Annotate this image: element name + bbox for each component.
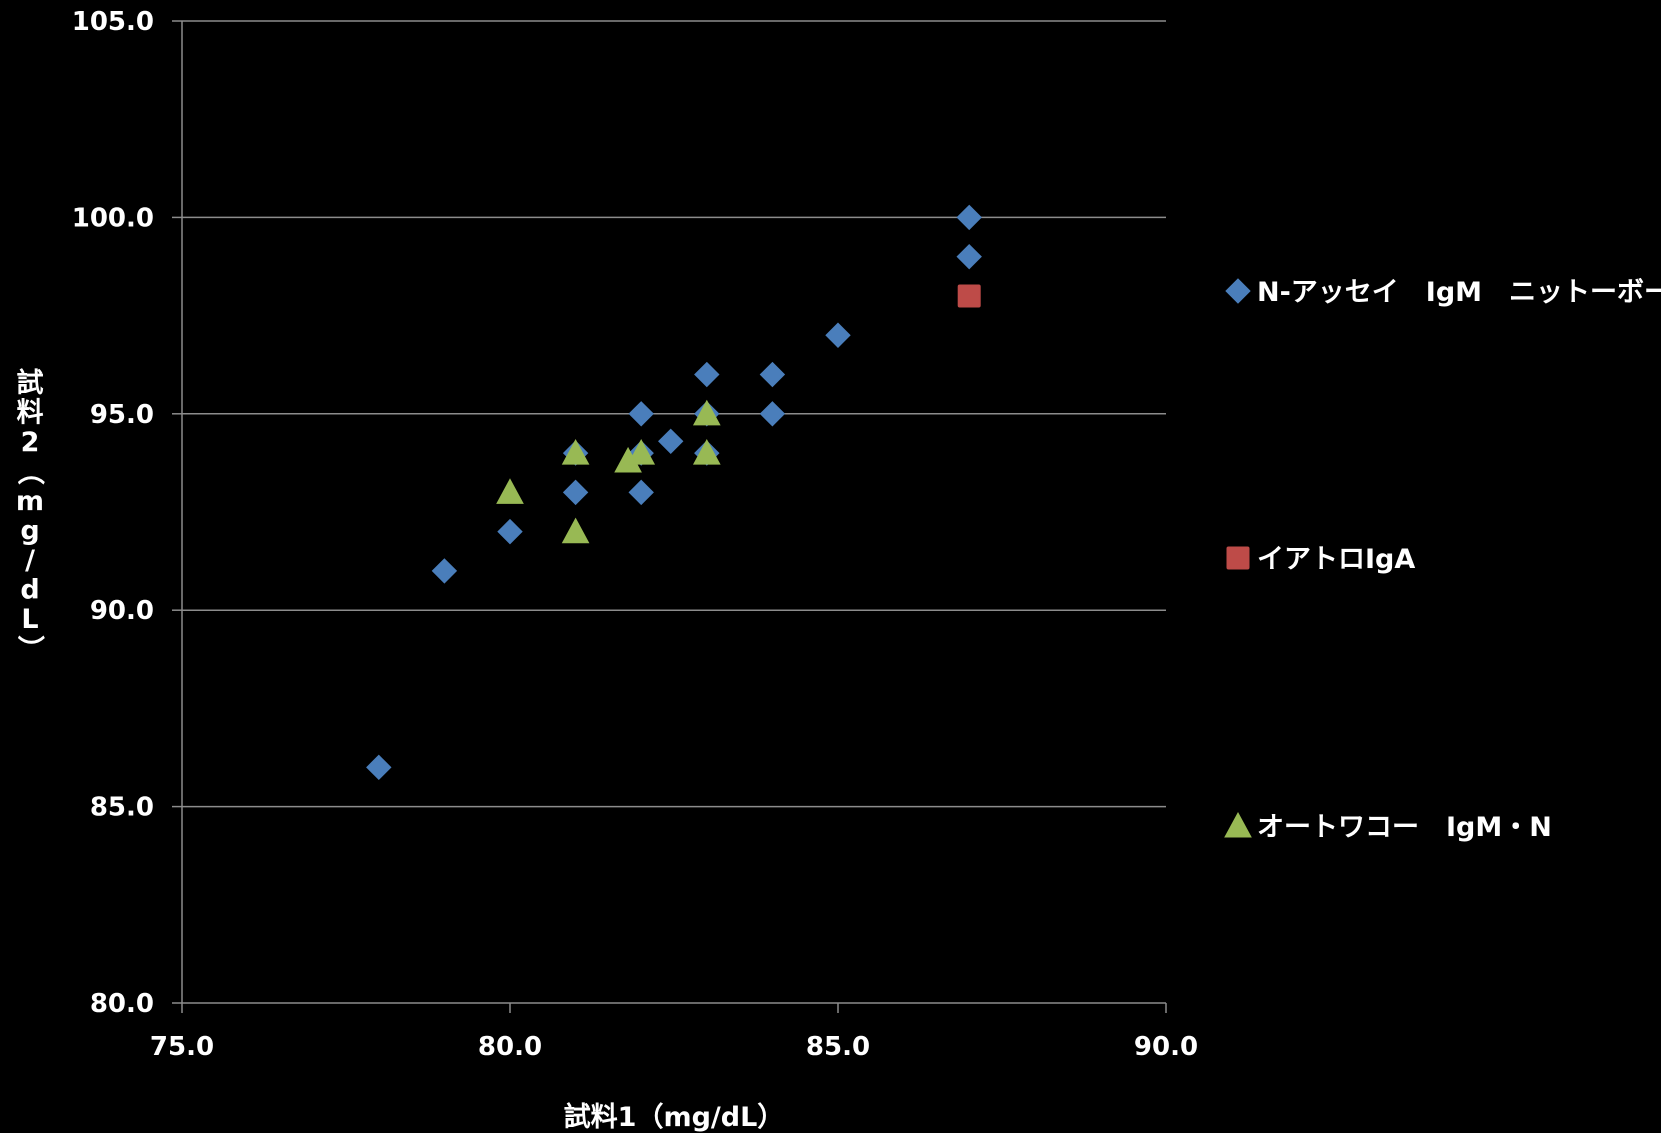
legend-item: イアトロIgA xyxy=(1226,544,1415,575)
y-axis-title-char: L xyxy=(21,604,38,635)
legend-label: N-アッセイ IgM ニットーボー xyxy=(1257,277,1661,308)
data-point-diamond xyxy=(694,361,720,388)
legend-marker-triangle xyxy=(1224,811,1252,838)
y-tick-label: 95.0 xyxy=(90,400,154,430)
data-point-diamond xyxy=(956,204,982,231)
x-axis-title: 試料1（mg/dL） xyxy=(564,1101,785,1133)
legend-marker-diamond xyxy=(1225,278,1251,304)
data-point-diamond xyxy=(497,518,523,545)
data-point-diamond xyxy=(658,428,684,455)
data-point-triangle xyxy=(627,439,656,465)
y-axis-title-char: ） xyxy=(14,635,45,662)
x-tick-label: 75.0 xyxy=(150,1032,214,1062)
data-point-triangle xyxy=(692,439,721,465)
x-axis-tick-labels: 75.0 80.0 85.0 90.0 xyxy=(150,1032,1198,1062)
data-point-diamond xyxy=(431,558,458,584)
x-tick-label: 85.0 xyxy=(806,1032,870,1062)
data-point-diamond xyxy=(825,322,851,348)
x-tick-label: 90.0 xyxy=(1134,1032,1198,1062)
data-point-triangle xyxy=(692,399,721,426)
y-axis-title-char: m xyxy=(16,486,44,517)
legend-item: オートワコー IgM・N xyxy=(1224,811,1552,843)
y-axis-title-char: / xyxy=(25,545,35,576)
data-point-diamond xyxy=(628,401,654,427)
data-point-triangle xyxy=(561,517,590,544)
y-tick-label: 80.0 xyxy=(90,989,154,1019)
y-tick-label: 100.0 xyxy=(72,203,154,233)
data-point-diamond xyxy=(628,479,654,506)
data-point-square xyxy=(957,284,981,308)
y-axis-title-char: （ xyxy=(14,458,45,485)
axes xyxy=(172,20,1167,1013)
y-axis-title-char: g xyxy=(20,516,39,547)
y-axis-title-char: 2 xyxy=(21,427,40,458)
data-point-diamond xyxy=(759,361,786,388)
gridlines xyxy=(182,20,1166,808)
legend-label: オートワコー IgM・N xyxy=(1257,812,1552,843)
data-point-diamond xyxy=(759,401,786,427)
data-point-triangle xyxy=(561,439,590,465)
y-tick-label: 105.0 xyxy=(72,7,154,37)
data-points xyxy=(366,204,982,781)
x-tick-label: 80.0 xyxy=(478,1032,542,1062)
y-axis-title: 試料2（mg/dL） xyxy=(14,367,45,662)
data-point-diamond xyxy=(562,479,589,506)
data-point-diamond xyxy=(366,754,392,781)
y-axis-title-char: 料 xyxy=(17,398,44,429)
y-axis-title-char: 試 xyxy=(17,367,44,399)
legend-marker-square xyxy=(1226,546,1250,570)
data-point-diamond xyxy=(956,243,982,270)
legend-label: イアトロIgA xyxy=(1257,544,1415,575)
data-point-triangle xyxy=(496,478,524,504)
y-tick-label: 90.0 xyxy=(90,596,154,626)
y-axis-tick-labels: 80.0 85.0 90.0 95.0 100.0 105.0 xyxy=(72,7,154,1019)
legend-item: N-アッセイ IgM ニットーボー xyxy=(1225,277,1661,308)
y-axis-title-char: d xyxy=(20,575,39,606)
y-tick-label: 85.0 xyxy=(90,793,154,823)
